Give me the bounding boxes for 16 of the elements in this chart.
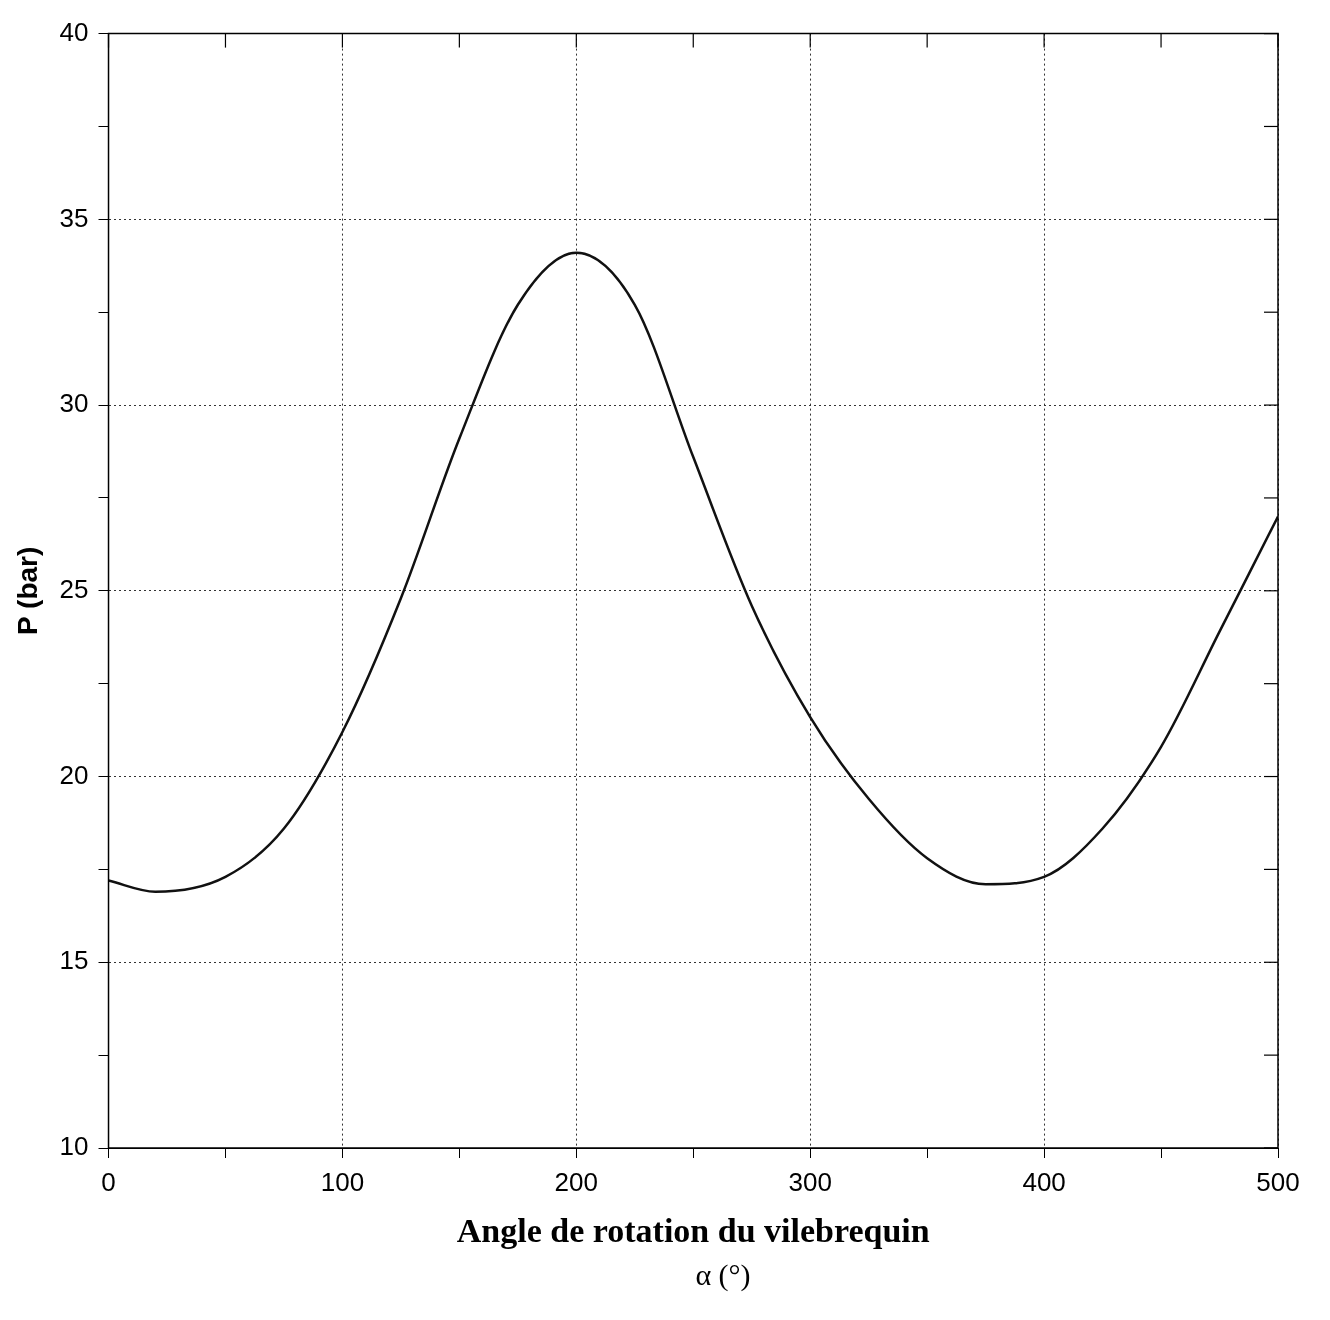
text: α (°) [694, 1258, 752, 1292]
y-tick-label: 35 [59, 202, 89, 233]
x-tick-label: 100 [320, 1166, 365, 1197]
x-tick-label: 400 [1022, 1166, 1066, 1197]
y-tick-label: 30 [59, 388, 89, 419]
y-tick-label: 20 [59, 759, 89, 790]
x-tick-label: 500 [1256, 1166, 1300, 1197]
x-tick-label: 0 [101, 1166, 116, 1197]
y-tick-label: 10 [59, 1131, 89, 1162]
x-axis-title: Angle de rotation du vilebrequin [456, 1212, 930, 1250]
x-tick-label: 200 [554, 1166, 599, 1197]
y-axis-title: P (bar) [11, 546, 43, 635]
y-tick-label: 40 [59, 16, 89, 47]
y-tick-label: 25 [59, 573, 89, 604]
y-tick-label: 15 [59, 945, 89, 976]
x-tick-label: 300 [788, 1166, 832, 1197]
